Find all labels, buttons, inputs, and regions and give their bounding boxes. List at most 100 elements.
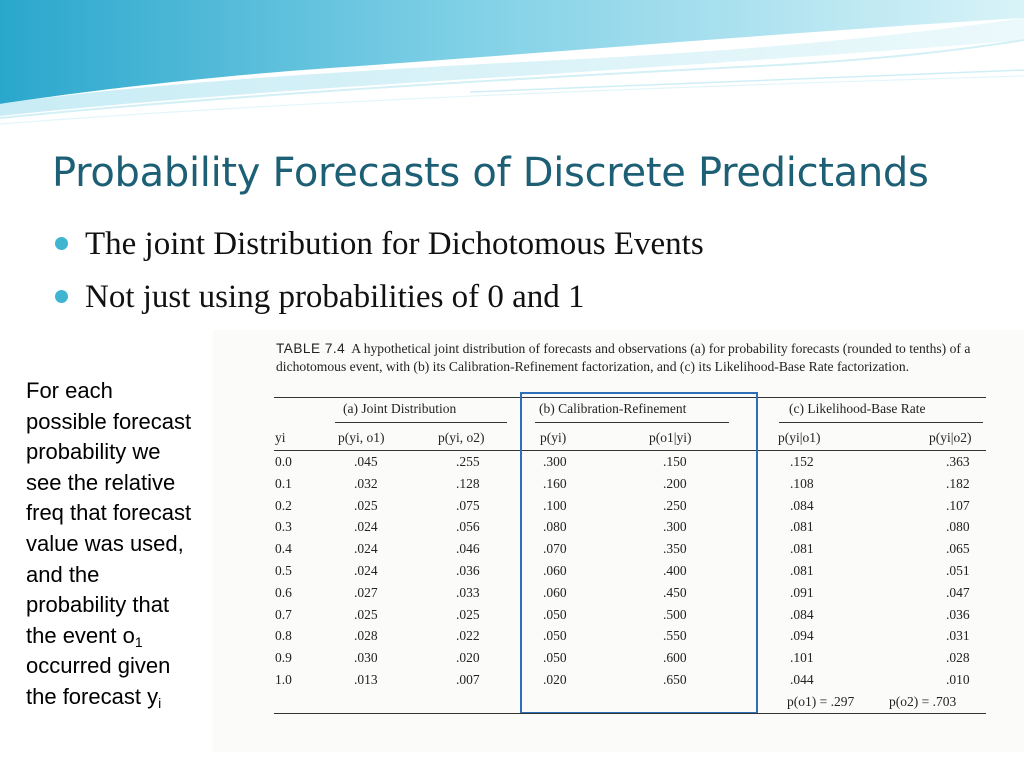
column-header: p(o1|yi) — [649, 430, 692, 445]
table-cell: .080 — [543, 519, 567, 535]
table-cell: 0.3 — [275, 519, 292, 535]
note-event-text: the event o — [26, 622, 135, 648]
base-rate-o1: p(o1) = .297 — [787, 694, 855, 709]
table-cell: 0.7 — [275, 606, 292, 622]
table-cell: .363 — [946, 454, 970, 469]
table-cell: .182 — [946, 475, 970, 491]
note-line: possible forecast — [26, 408, 192, 434]
table-cell: 0.8 — [275, 628, 292, 644]
note-forecast-text: the forecast y — [26, 683, 159, 709]
note-line: the forecast yi — [26, 682, 231, 713]
table-number: TABLE 7.4 — [276, 341, 346, 356]
table-cell: .300 — [663, 519, 687, 535]
table-cell: .107 — [946, 497, 970, 513]
table-cell: .101 — [790, 650, 814, 666]
table-cell: .070 — [543, 541, 567, 557]
bullet-item: The joint Distribution for Dichotomous E… — [55, 222, 704, 275]
table-cell: .033 — [456, 584, 480, 600]
table-cell: .022 — [456, 628, 480, 644]
column-header: yi — [275, 430, 286, 445]
table-cell: .025 — [354, 606, 378, 622]
table-cell: .032 — [354, 475, 378, 491]
table-cell: .160 — [543, 475, 567, 491]
table-cell: .091 — [790, 584, 814, 600]
table-cell: .350 — [663, 541, 687, 557]
note-line: and the — [26, 561, 100, 587]
bullet-dot-icon — [55, 290, 68, 303]
table-cell: .050 — [543, 606, 567, 622]
table-cell: .400 — [663, 563, 687, 578]
table-cell: .045 — [354, 454, 378, 469]
table-cell: .084 — [790, 606, 814, 622]
table-cell: .080 — [946, 519, 970, 535]
table-cell: .600 — [663, 650, 687, 666]
table-cell: .013 — [354, 672, 378, 687]
table-cell: 0.6 — [275, 584, 292, 600]
note-subscript: i — [158, 694, 162, 711]
note-line: freq that forecast — [26, 500, 192, 526]
table-cell: .650 — [663, 672, 687, 687]
table-cell: .056 — [456, 519, 480, 535]
table-cell: .025 — [354, 497, 378, 513]
group-underline — [335, 422, 507, 423]
column-header: p(yi, o2) — [438, 430, 485, 445]
table-cell: .094 — [790, 628, 814, 644]
table-cell: 0.4 — [275, 541, 292, 557]
table-cell: 0.1 — [275, 475, 292, 491]
table-cell: 0.0 — [275, 454, 292, 469]
table-cell: .250 — [663, 497, 687, 513]
table-cell: .024 — [354, 541, 378, 557]
table-cell: .081 — [790, 519, 814, 535]
table-cell: 1.0 — [275, 672, 292, 687]
group-underline — [779, 422, 983, 423]
table-cell: .020 — [456, 650, 480, 666]
bullet-text: Not just using probabilities of 0 and 1 — [85, 279, 585, 315]
table-cell: .100 — [543, 497, 567, 513]
table-top-rule — [274, 397, 986, 398]
table-cell: .075 — [456, 497, 480, 513]
table-cell: .550 — [663, 628, 687, 644]
header-rule — [274, 450, 986, 451]
table-cell: .007 — [456, 672, 480, 687]
table-cell: .030 — [354, 650, 378, 666]
table-cell: .024 — [354, 563, 378, 578]
bullet-dot-icon — [55, 237, 68, 250]
note-line: value was used, — [26, 530, 184, 556]
bullet-list: The joint Distribution for Dichotomous E… — [55, 222, 704, 328]
note-line: the event o1 — [26, 621, 231, 652]
table-cell: .081 — [790, 541, 814, 557]
table-cell: .027 — [354, 584, 378, 600]
table-cell: .060 — [543, 563, 567, 578]
table-cell: .036 — [946, 606, 970, 622]
table-cell: .081 — [790, 563, 814, 578]
table-cell: .020 — [543, 672, 567, 687]
column-header: p(yi) — [540, 430, 567, 445]
table-cell: 0.9 — [275, 650, 292, 666]
table-cell: .028 — [946, 650, 970, 666]
group-header: (c) Likelihood-Base Rate — [789, 401, 926, 416]
table-cell: .047 — [946, 584, 970, 600]
note-line: probability we — [26, 439, 161, 465]
side-note: For each possible forecast probability w… — [26, 376, 231, 713]
table-cell: .024 — [354, 519, 378, 535]
table-cell: .046 — [456, 541, 480, 557]
table-cell: .065 — [946, 541, 970, 557]
table-cell: .450 — [663, 584, 687, 600]
table-cell: 0.5 — [275, 563, 292, 578]
table-cell: .060 — [543, 584, 567, 600]
table-cell: .031 — [946, 628, 970, 644]
column-header: p(yi, o1) — [338, 430, 385, 445]
group-underline — [535, 422, 729, 423]
table-cell: .050 — [543, 650, 567, 666]
table-cell: .500 — [663, 606, 687, 622]
column-header: p(yi|o1) — [778, 430, 821, 445]
table-cell: 0.2 — [275, 497, 292, 513]
group-header: (a) Joint Distribution — [343, 401, 457, 416]
table-cell: .028 — [354, 628, 378, 644]
table-cell: .084 — [790, 497, 814, 513]
table-cell: .255 — [456, 454, 480, 469]
table-cell: .044 — [790, 672, 814, 687]
note-subscript: 1 — [134, 633, 143, 650]
note-line: probability that — [26, 592, 170, 618]
column-header: p(yi|o2) — [929, 430, 972, 445]
